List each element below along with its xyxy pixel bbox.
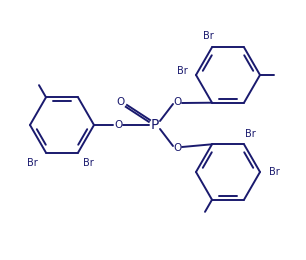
Text: Br: Br	[269, 167, 279, 177]
Text: O: O	[116, 97, 124, 107]
Text: Br: Br	[177, 66, 187, 76]
Text: Br: Br	[244, 129, 256, 139]
Text: Br: Br	[83, 158, 93, 168]
Text: Br: Br	[27, 158, 37, 168]
Text: O: O	[114, 120, 122, 130]
Text: P: P	[151, 118, 159, 132]
Text: Br: Br	[203, 31, 213, 41]
Text: O: O	[173, 143, 181, 153]
Text: O: O	[173, 97, 181, 107]
